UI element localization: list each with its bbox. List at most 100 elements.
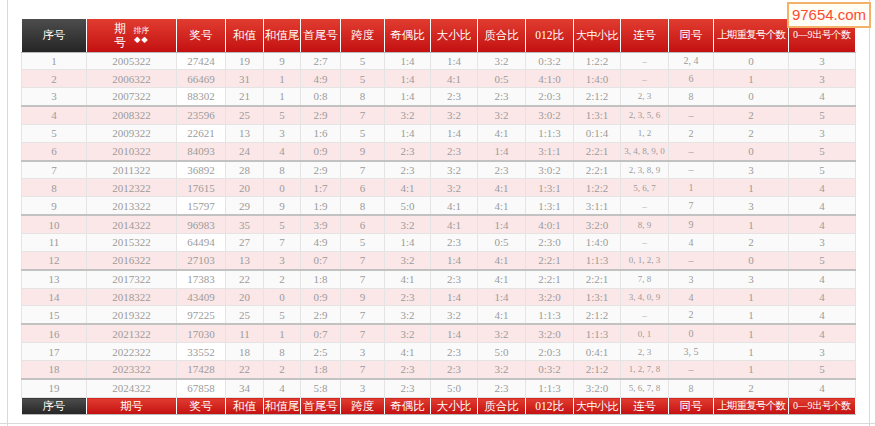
cell-daxiaobi: 1:4 — [431, 124, 478, 142]
cell-qioubi: 2:3 — [385, 142, 431, 160]
cell-tonghao: 2, 4 — [669, 52, 714, 70]
cell-xuhao: 8 — [22, 179, 87, 197]
sort-asc-icon[interactable]: ◆ — [134, 35, 141, 44]
cell-chuhao09: 5 — [789, 142, 856, 160]
cell-qioubi: 1:4 — [385, 234, 431, 252]
cell-hezhiwei: 7 — [264, 234, 301, 252]
cell-tonghao: 2 — [669, 124, 714, 142]
cell-jianghao: 15797 — [177, 197, 226, 215]
cell-zhihebi: 0:5 — [478, 234, 526, 252]
cell-daxiaobi: 1:4 — [431, 288, 478, 306]
cell-shouweihao: 4:9 — [301, 234, 341, 252]
cell-tonghao: 8 — [669, 379, 714, 398]
cell-xuhao: 9 — [22, 197, 87, 215]
cell-xuhao: 5 — [22, 124, 87, 142]
cell-shangqichongfu: 2 — [714, 234, 789, 252]
cell-chuhao09: 4 — [789, 270, 856, 288]
table-row: 12005322274241992:751:41:43:20:3:21:2:2–… — [22, 52, 856, 70]
cell-lianhao: 0, 1, 2, 3 — [621, 251, 669, 269]
table-row: 122016322271031330:773:21:44:12:2:11:1:3… — [22, 251, 856, 269]
col-header-lianhao: 连号 — [621, 19, 669, 52]
table-row: 162021322170301110:773:21:43:23:2:01:1:3… — [22, 324, 856, 342]
cell-zhihebi: 4:1 — [478, 270, 526, 288]
col-header-qioubi: 奇偶比 — [385, 398, 431, 415]
cell-qihao: 2014322 — [87, 215, 177, 233]
cell-zhihebi: 4:1 — [478, 124, 526, 142]
cell-shangqichongfu: 0 — [714, 251, 789, 269]
cell-zhihebi: 2:3 — [478, 379, 526, 398]
cell-shangqichongfu: 3 — [714, 161, 789, 179]
col-header-qioubi: 奇偶比 — [385, 19, 431, 52]
cell-lianhao: 8, 9 — [621, 215, 669, 233]
cell-jianghao: 17428 — [177, 360, 226, 378]
cell-qioubi: 2:3 — [385, 161, 431, 179]
col-header-hezhi: 和值 — [226, 19, 264, 52]
cell-lianhao: 3, 4, 0, 9 — [621, 288, 669, 306]
cell-xuhao: 10 — [22, 215, 87, 233]
cell-hezhiwei: 1 — [264, 70, 301, 88]
cell-shouweihao: 1:8 — [301, 270, 341, 288]
cell-qioubi: 3:2 — [385, 251, 431, 269]
cell-bi012: 0:3:2 — [526, 52, 574, 70]
cell-tonghao: 9 — [669, 215, 714, 233]
cell-shouweihao: 2:7 — [301, 52, 341, 70]
cell-jianghao: 66469 — [177, 70, 226, 88]
cell-zhihebi: 5:0 — [478, 343, 526, 361]
sort-desc-icon[interactable]: ◆ — [142, 35, 149, 44]
cell-chuhao09: 3 — [789, 343, 856, 361]
page-border-right — [869, 0, 870, 426]
cell-hezhiwei: 3 — [264, 124, 301, 142]
cell-hezhiwei: 4 — [264, 379, 301, 398]
cell-qioubi: 3:2 — [385, 306, 431, 324]
cell-chuhao09: 3 — [789, 70, 856, 88]
cell-hezhi: 19 — [226, 52, 264, 70]
cell-hezhi: 22 — [226, 270, 264, 288]
cell-bi012: 1:3:1 — [526, 197, 574, 215]
lottery-history-table: 序号期号排序◆◆奖号和值和值尾首尾号跨度奇偶比大小比质合比012比大中小比连号同… — [21, 19, 856, 415]
cell-qioubi: 2:3 — [385, 360, 431, 378]
sort-control[interactable]: 排序◆◆ — [134, 26, 150, 44]
cell-xuhao: 13 — [22, 270, 87, 288]
cell-tonghao: 7 — [669, 197, 714, 215]
cell-tonghao: 2 — [669, 306, 714, 324]
col-header-zhihebi: 质合比 — [478, 19, 526, 52]
cell-kuadu: 5 — [341, 234, 385, 252]
col-header-zhihebi: 质合比 — [478, 398, 526, 415]
cell-shangqichongfu: 3 — [714, 270, 789, 288]
cell-qihao: 2007322 — [87, 88, 177, 106]
cell-tonghao: – — [669, 106, 714, 124]
cell-shouweihao: 4:9 — [301, 70, 341, 88]
cell-hezhiwei: 8 — [264, 343, 301, 361]
cell-qioubi: 3:2 — [385, 215, 431, 233]
cell-daxiaobi: 2:3 — [431, 270, 478, 288]
cell-lianhao: – — [621, 197, 669, 215]
cell-hezhi: 20 — [226, 179, 264, 197]
cell-shangqichongfu: 2 — [714, 106, 789, 124]
cell-xuhao: 11 — [22, 234, 87, 252]
cell-shangqichongfu: 1 — [714, 288, 789, 306]
cell-hezhiwei: 9 — [264, 197, 301, 215]
cell-lianhao: 5, 6, 7 — [621, 179, 669, 197]
cell-hezhi: 18 — [226, 343, 264, 361]
cell-daxiaobi: 3:2 — [431, 179, 478, 197]
col-header-dazhongxiaobi: 大中小比 — [574, 19, 621, 52]
cell-shangqichongfu: 1 — [714, 306, 789, 324]
cell-qioubi: 3:2 — [385, 324, 431, 342]
cell-shangqichongfu: 1 — [714, 179, 789, 197]
cell-daxiaobi: 4:1 — [431, 70, 478, 88]
cell-qioubi: 4:1 — [385, 179, 431, 197]
cell-zhihebi: 4:1 — [478, 197, 526, 215]
cell-bi012: 2:3:0 — [526, 234, 574, 252]
table-row: 62010322840932440:992:32:31:43:1:12:2:13… — [22, 142, 856, 160]
cell-kuadu: 8 — [341, 88, 385, 106]
cell-hezhi: 24 — [226, 142, 264, 160]
cell-shouweihao: 1:7 — [301, 179, 341, 197]
cell-chuhao09: 3 — [789, 234, 856, 252]
col-header-lianhao: 连号 — [621, 398, 669, 415]
cell-daxiaobi: 2:3 — [431, 360, 478, 378]
col-header-shangqichongfu: 上期重复号个数 — [714, 19, 789, 52]
cell-bi012: 3:2:0 — [526, 324, 574, 342]
table-row: 22006322664693114:951:44:10:54:1:01:4:0–… — [22, 70, 856, 88]
cell-hezhi: 27 — [226, 234, 264, 252]
cell-dazhongxiaobi: 1:4:0 — [574, 70, 621, 88]
